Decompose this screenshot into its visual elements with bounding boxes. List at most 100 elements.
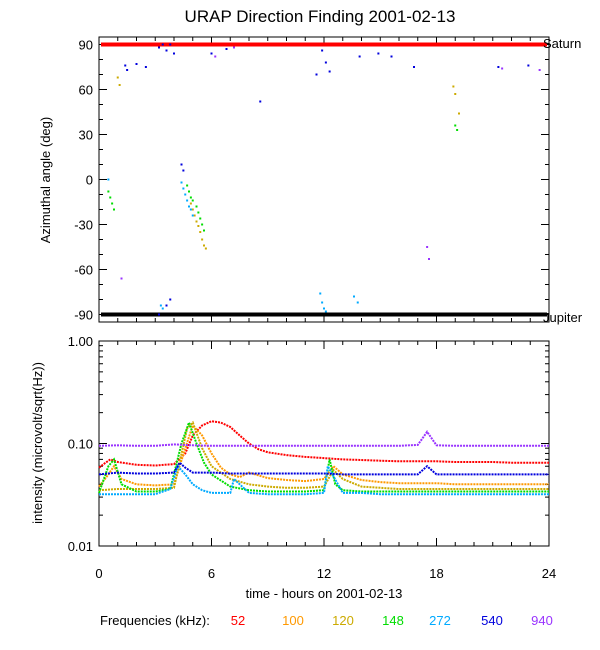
point-272khz: [161, 307, 164, 310]
point-120khz: [193, 214, 196, 217]
intensity-x-axis-label: time - hours on 2001-02-13: [246, 586, 403, 601]
point-272khz: [324, 310, 327, 313]
point-540khz: [124, 64, 127, 67]
point-148khz: [201, 223, 204, 226]
intensity-line-100khz: [98, 423, 549, 488]
legend-item-52: 52: [231, 613, 245, 628]
y-tick-label: -60: [74, 263, 93, 278]
point-272khz: [186, 199, 189, 202]
point-940khz: [233, 46, 235, 49]
legend-item-100: 100: [282, 613, 304, 628]
x-tick-label: 6: [208, 566, 215, 581]
point-148khz: [203, 229, 205, 232]
point-272khz: [159, 304, 162, 307]
point-148khz: [199, 217, 202, 220]
x-tick-label: 24: [542, 566, 556, 581]
point-120khz: [204, 247, 207, 250]
point-120khz: [452, 85, 455, 88]
point-272khz: [107, 178, 110, 181]
point-540khz: [173, 52, 175, 55]
y-tick-label: 0: [86, 173, 93, 188]
legend-item-272: 272: [429, 613, 451, 628]
point-148khz: [188, 190, 190, 193]
direction-panel: 90 60 30 0 -30 -60 -90 Azimuthal angle (deg) S…: [38, 36, 583, 325]
point-940khz: [120, 277, 123, 280]
direction-y-axis-label: Azimuthal angle (deg): [38, 117, 53, 243]
point-120khz: [458, 112, 460, 115]
intensity-panel-frame: [98, 340, 550, 547]
intensity-panel: 1.00 0.10 0.01 0 6 12 18 24 intensity (microvo…: [30, 334, 556, 601]
point-148khz: [454, 124, 457, 127]
point-120khz: [199, 231, 202, 233]
jupiter-label: Jupiter: [543, 310, 583, 325]
point-540khz: [158, 313, 160, 316]
x-tick-label: 12: [317, 566, 331, 581]
point-148khz: [109, 196, 112, 199]
point-940khz: [426, 246, 429, 248]
point-148khz: [186, 184, 189, 187]
point-272khz: [323, 307, 325, 310]
point-272khz: [356, 301, 359, 304]
point-120khz: [116, 76, 119, 79]
point-272khz: [321, 301, 324, 304]
point-540khz: [324, 61, 327, 64]
point-120khz: [191, 208, 194, 211]
point-540khz: [358, 55, 361, 58]
point-540khz: [169, 43, 172, 46]
direction-y-ticks: 90 60 30 0 -30 -60 -90: [74, 38, 549, 323]
point-540khz: [144, 66, 147, 68]
point-120khz: [201, 238, 204, 241]
direction-panel-frame: [98, 36, 550, 323]
intensity-line-940khz: [98, 430, 549, 447]
y-tick-label: 60: [79, 83, 93, 98]
legend-title: Frequencies (kHz):: [100, 613, 210, 628]
y-tick-label: -90: [74, 308, 93, 323]
intensity-line-540khz: [98, 461, 549, 476]
point-540khz: [225, 48, 228, 50]
intensity-x-ticks: 0 6 12 18 24: [95, 341, 556, 581]
point-540khz: [165, 49, 168, 52]
direction-x-ticks: [98, 37, 550, 322]
direction-points: [107, 43, 541, 316]
point-148khz: [195, 205, 198, 208]
y-tick-label: 30: [79, 128, 93, 143]
point-940khz: [214, 55, 217, 58]
point-148khz: [191, 199, 194, 202]
point-540khz: [126, 69, 129, 71]
point-540khz: [158, 46, 160, 49]
legend-item-120: 120: [332, 613, 354, 628]
point-540khz: [527, 64, 530, 67]
legend-item-940: 940: [531, 613, 553, 628]
point-540khz: [377, 52, 380, 55]
intensity-line-148khz: [98, 419, 549, 494]
saturn-label: Saturn: [543, 36, 581, 51]
x-tick-label: 18: [429, 566, 443, 581]
point-148khz: [197, 211, 200, 214]
point-540khz: [165, 304, 168, 307]
point-940khz: [428, 258, 430, 260]
intensity-y-axis-label: intensity (microvolt/sqrt(Hz)): [30, 362, 45, 524]
point-272khz: [353, 295, 355, 298]
point-540khz: [182, 169, 185, 172]
point-540khz: [259, 100, 262, 103]
point-540khz: [161, 43, 164, 46]
point-540khz: [321, 49, 324, 52]
y-tick-label: 90: [79, 38, 93, 53]
intensity-line-272khz: [99, 463, 549, 496]
point-272khz: [188, 205, 190, 208]
intensity-line-52khz: [98, 420, 549, 469]
point-540khz: [315, 73, 318, 76]
point-272khz: [319, 292, 322, 295]
y-tick-label: 1.00: [68, 334, 93, 349]
point-272khz: [189, 208, 192, 211]
point-940khz: [538, 69, 541, 71]
point-272khz: [191, 214, 194, 217]
point-940khz: [501, 67, 504, 70]
point-272khz: [182, 187, 185, 190]
point-540khz: [328, 70, 331, 73]
point-148khz: [113, 208, 115, 211]
legend-item-148: 148: [382, 613, 404, 628]
point-540khz: [413, 66, 415, 68]
point-540khz: [180, 163, 183, 166]
